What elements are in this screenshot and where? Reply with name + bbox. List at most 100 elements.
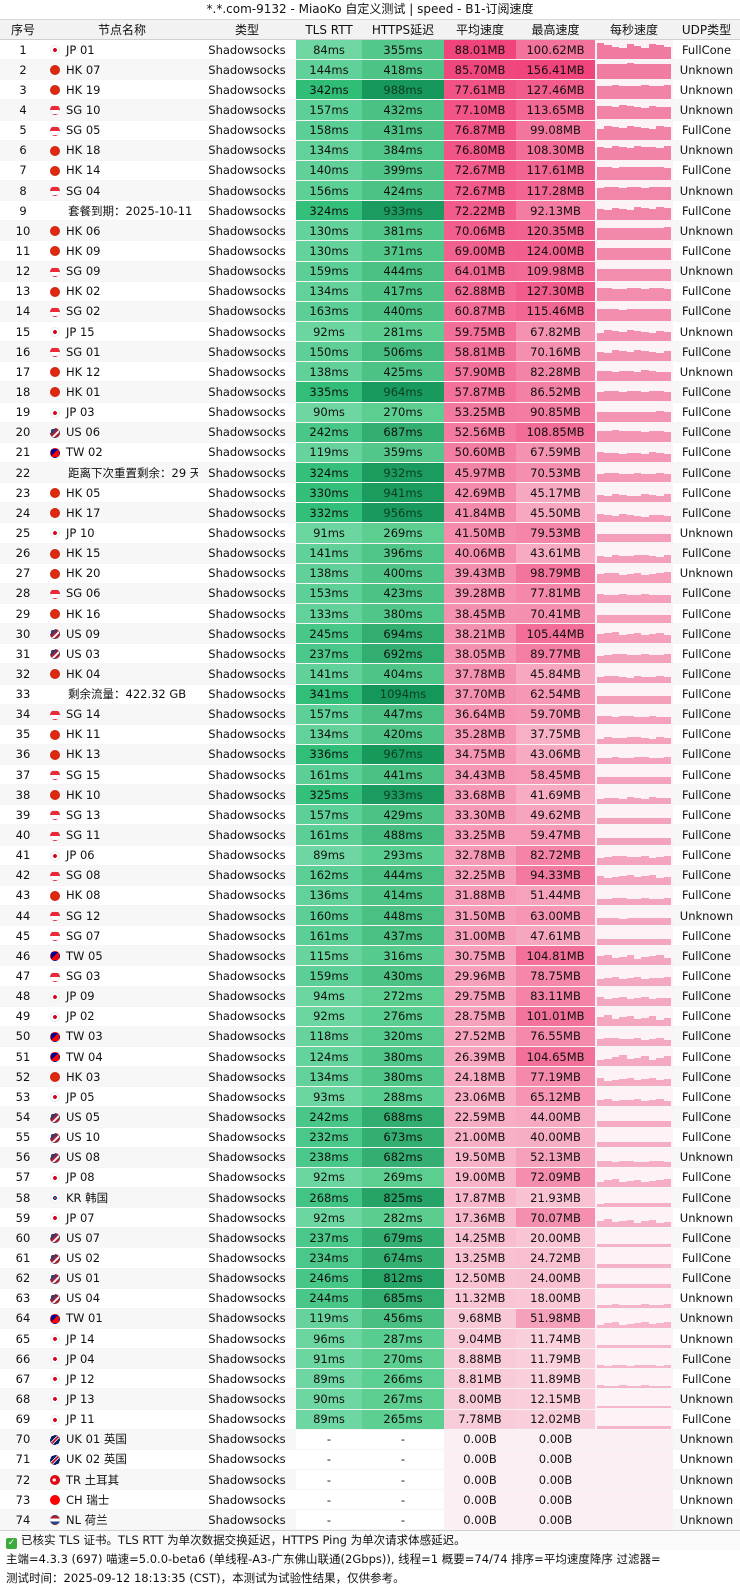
- node-name-text: UK 01 英国: [66, 1432, 127, 1447]
- table-row[interactable]: 63 US 04 Shadowsocks 244ms 685ms 11.32MB 18.00…: [0, 1288, 740, 1309]
- table-row[interactable]: 23 HK 05 Shadowsocks 330ms 941ms 42.69MB 45.17…: [0, 482, 740, 504]
- table-row[interactable]: 35 HK 11 Shadowsocks 134ms 420ms 35.28MB 37.75…: [0, 724, 740, 745]
- table-row[interactable]: 15 JP 15 Shadowsocks 92ms 281ms 59.75MB 67.82M…: [0, 321, 740, 343]
- header-per-second-speed[interactable]: 每秒速度: [595, 20, 673, 40]
- table-row[interactable]: 53 JP 05 Shadowsocks 93ms 288ms 23.06MB 65.12M…: [0, 1086, 740, 1108]
- header-udp-type[interactable]: UDP类型: [673, 20, 740, 40]
- table-row[interactable]: 73 CH 瑞士 Shadowsocks - -0.00B 0.00B Unknown: [0, 1489, 740, 1511]
- table-row[interactable]: 14 SG 02 Shadowsocks 163ms 440ms 60.87MB 115.4…: [0, 301, 740, 322]
- table-row[interactable]: 71 UK 02 英国 Shadowsocks - -0.00B 0.00B Unknown: [0, 1449, 740, 1470]
- table-row[interactable]: 56 US 08 Shadowsocks 238ms 682ms 19.50MB 52.13…: [0, 1147, 740, 1168]
- table-row[interactable]: 11 HK 09 Shadowsocks 130ms 371ms 69.00MB 124.0…: [0, 240, 740, 262]
- header-max-speed[interactable]: 最高速度: [516, 20, 595, 40]
- table-row[interactable]: 29 HK 16 Shadowsocks 133ms 380ms 38.45MB 70.41…: [0, 603, 740, 625]
- table-row[interactable]: 37 SG 15 Shadowsocks 161ms 441ms 34.43MB 58.45…: [0, 764, 740, 786]
- table-row[interactable]: 20 US 06 Shadowsocks 242ms 687ms 52.56MB 108.8…: [0, 422, 740, 443]
- table-row[interactable]: 31 US 03 Shadowsocks 237ms 692ms 38.05MB 89.77…: [0, 643, 740, 665]
- table-row[interactable]: 7 HK 14 Shadowsocks 140ms 399ms 72.67MB 117.61…: [0, 160, 740, 181]
- table-row[interactable]: 49 JP 02 Shadowsocks 92ms 276ms 28.75MB 101.01…: [0, 1006, 740, 1027]
- table-row[interactable]: 3 HK 19 Shadowsocks 342ms 988ms 77.61MB 127.46…: [0, 79, 740, 101]
- table-row[interactable]: 26 HK 15 Shadowsocks 141ms 396ms 40.06MB 43.61…: [0, 543, 740, 564]
- table-row[interactable]: 57 JP 08 Shadowsocks 92ms 269ms 19.00MB 72.09M…: [0, 1167, 740, 1189]
- header-tls-rtt[interactable]: TLS RTT: [296, 20, 362, 40]
- table-row[interactable]: 70 UK 01 英国 Shadowsocks - -0.00B 0.00B Unknown: [0, 1429, 740, 1450]
- table-row[interactable]: 27 HK 20 Shadowsocks 138ms 400ms 39.43MB 98.79…: [0, 563, 740, 584]
- cell-avg-speed: 12.50MB: [444, 1268, 516, 1289]
- table-row[interactable]: 13 HK 02 Shadowsocks 134ms 417ms 62.88MB 127.3…: [0, 281, 740, 302]
- sparkline-bar: [641, 431, 649, 442]
- table-row[interactable]: 17 HK 12 Shadowsocks 138ms 425ms 57.90MB 82.28…: [0, 361, 740, 383]
- table-row[interactable]: 55 US 10 Shadowsocks 232ms 673ms 21.00MB 40.00…: [0, 1127, 740, 1148]
- table-row[interactable]: 12 SG 09 Shadowsocks 159ms 444ms 64.01MB 109.9…: [0, 261, 740, 282]
- table-row[interactable]: 66 JP 04 Shadowsocks 91ms 270ms 8.88MB 11.79MB…: [0, 1348, 740, 1370]
- table-row[interactable]: 36 HK 13 Shadowsocks 336ms 967ms 34.75MB 43.06…: [0, 744, 740, 766]
- table-row[interactable]: 44 SG 12 Shadowsocks 160ms 448ms 31.50MB 63.00…: [0, 905, 740, 927]
- table-row[interactable]: 38 HK 10 Shadowsocks 325ms 933ms 33.68MB 41.69…: [0, 784, 740, 806]
- header-https-latency[interactable]: HTTPS延迟: [362, 20, 444, 40]
- sparkline-bar: [619, 996, 627, 1006]
- cell-https-latency: 400ms: [362, 563, 444, 584]
- table-row[interactable]: 22 距离下次重置剩余：29 天 Shadowsocks 324ms 932ms 45.9…: [0, 462, 740, 484]
- table-row[interactable]: 9 套餐到期：2025-10-11 Shadowsocks 324ms 933ms 72.…: [0, 200, 740, 222]
- table-row[interactable]: 72 TR 土耳其 Shadowsocks - -0.00B 0.00B Unknown: [0, 1469, 740, 1491]
- cell-node-name: US 08: [46, 1147, 198, 1168]
- table-row[interactable]: 52 HK 03 Shadowsocks 134ms 380ms 24.18MB 77.19…: [0, 1066, 740, 1088]
- table-row[interactable]: 67 JP 12 Shadowsocks 89ms 266ms 8.81MB 11.89MB…: [0, 1368, 740, 1390]
- table-row[interactable]: 74 NL 荷兰 Shadowsocks - -0.00B 0.00B Unknown: [0, 1509, 740, 1531]
- cell-https-latency: 437ms: [362, 925, 444, 947]
- table-row[interactable]: 45 SG 07 Shadowsocks 161ms 437ms 31.00MB 47.61…: [0, 925, 740, 947]
- table-row[interactable]: 1 JP 01 Shadowsocks 84ms 355ms 88.01MB 100.62M…: [0, 39, 740, 61]
- table-row[interactable]: 64 TW 01 Shadowsocks 119ms 456ms 9.68MB 51.98M…: [0, 1308, 740, 1330]
- table-row[interactable]: 65 JP 14 Shadowsocks 96ms 287ms 9.04MB 11.74MB…: [0, 1328, 740, 1350]
- table-row[interactable]: 30 US 09 Shadowsocks 245ms 694ms 38.21MB 105.4…: [0, 623, 740, 645]
- table-row[interactable]: 68 JP 13 Shadowsocks 90ms 267ms 8.00MB 12.15MB…: [0, 1388, 740, 1410]
- sparkline-bar: [619, 1385, 627, 1388]
- cell-node-name: HK 10: [46, 784, 198, 806]
- table-row[interactable]: 51 TW 04 Shadowsocks 124ms 380ms 26.39MB 104.6…: [0, 1046, 740, 1068]
- sparkline-bar: [648, 857, 657, 865]
- table-row[interactable]: 40 SG 11 Shadowsocks 161ms 488ms 33.25MB 59.47…: [0, 824, 740, 846]
- header-index[interactable]: 序号: [0, 20, 46, 40]
- table-row[interactable]: 34 SG 14 Shadowsocks 157ms 447ms 36.64MB 59.70…: [0, 704, 740, 725]
- table-row[interactable]: 39 SG 13 Shadowsocks 157ms 429ms 33.30MB 49.62…: [0, 804, 740, 826]
- header-avg-speed[interactable]: 平均速度: [444, 20, 516, 40]
- sparkline-bar: [619, 431, 627, 442]
- header-node-name[interactable]: 节点名称: [46, 20, 198, 40]
- table-row[interactable]: 21 TW 02 Shadowsocks 119ms 359ms 50.60MB 67.59…: [0, 442, 740, 463]
- table-row[interactable]: 47 SG 03 Shadowsocks 159ms 430ms 29.96MB 78.75…: [0, 965, 740, 987]
- cell-type: Shadowsocks: [198, 885, 296, 907]
- table-row[interactable]: 33 剩余流量：422.32 GB Shadowsocks 341ms 1094ms 37…: [0, 684, 740, 705]
- table-row[interactable]: 54 US 05 Shadowsocks 242ms 688ms 22.59MB 44.00…: [0, 1106, 740, 1128]
- table-row[interactable]: 19 JP 03 Shadowsocks 90ms 270ms 53.25MB 90.85M…: [0, 402, 740, 423]
- flag-hk-icon: [50, 246, 60, 257]
- header-type[interactable]: 类型: [198, 20, 296, 40]
- table-row[interactable]: 24 HK 17 Shadowsocks 332ms 956ms 41.84MB 45.50…: [0, 502, 740, 524]
- table-row[interactable]: 25 JP 10 Shadowsocks 91ms 269ms 41.50MB 79.53M…: [0, 522, 740, 544]
- cell-avg-speed: 31.50MB: [444, 905, 516, 927]
- table-row[interactable]: 6 HK 18 Shadowsocks 134ms 384ms 76.80MB 108.30…: [0, 140, 740, 161]
- table-row[interactable]: 8 SG 04 Shadowsocks 156ms 424ms 72.67MB 117.28…: [0, 180, 740, 202]
- table-row[interactable]: 16 SG 01 Shadowsocks 150ms 506ms 58.81MB 70.16…: [0, 341, 740, 363]
- table-row[interactable]: 62 US 01 Shadowsocks 246ms 812ms 12.50MB 24.00…: [0, 1268, 740, 1289]
- table-row[interactable]: 60 US 07 Shadowsocks 237ms 679ms 14.25MB 20.00…: [0, 1227, 740, 1249]
- table-row[interactable]: 59 JP 07 Shadowsocks 92ms 282ms 17.36MB 70.07M…: [0, 1207, 740, 1229]
- table-row[interactable]: 10 HK 06 Shadowsocks 130ms 381ms 70.06MB 120.3…: [0, 220, 740, 242]
- table-row[interactable]: 48 JP 09 Shadowsocks 94ms 272ms 29.75MB 83.11M…: [0, 986, 740, 1007]
- cell-tls-rtt: 157ms: [296, 99, 362, 121]
- table-row[interactable]: 69 JP 11 Shadowsocks 89ms 265ms 7.78MB 12.02MB…: [0, 1409, 740, 1430]
- table-row[interactable]: 46 TW 05 Shadowsocks 115ms 316ms 30.75MB 104.8…: [0, 945, 740, 967]
- table-row[interactable]: 58 KR 韩国 Shadowsocks 268ms 825ms 17.87MB 21.93…: [0, 1187, 740, 1209]
- table-row[interactable]: 4 SG 10 Shadowsocks 157ms 432ms 77.10MB 113.65…: [0, 99, 740, 121]
- table-row[interactable]: 61 US 02 Shadowsocks 234ms 674ms 13.25MB 24.72…: [0, 1247, 740, 1269]
- table-row[interactable]: 41 JP 06 Shadowsocks 89ms 293ms 32.78MB 82.72M…: [0, 845, 740, 866]
- cell-https-latency: 270ms: [362, 1348, 444, 1370]
- table-row[interactable]: 32 HK 04 Shadowsocks 141ms 404ms 37.78MB 45.84…: [0, 663, 740, 685]
- table-row[interactable]: 43 HK 08 Shadowsocks 136ms 414ms 31.88MB 51.44…: [0, 885, 740, 907]
- table-row[interactable]: 18 HK 01 Shadowsocks 335ms 964ms 57.87MB 86.52…: [0, 381, 740, 403]
- table-row[interactable]: 50 TW 03 Shadowsocks 118ms 320ms 27.52MB 76.55…: [0, 1026, 740, 1048]
- table-row[interactable]: 2 HK 07 Shadowsocks 144ms 418ms 85.70MB 156.41…: [0, 59, 740, 81]
- table-row[interactable]: 5 SG 05 Shadowsocks 158ms 431ms 76.87MB 99.08M…: [0, 120, 740, 141]
- table-row[interactable]: 42 SG 08 Shadowsocks 162ms 444ms 32.25MB 94.33…: [0, 865, 740, 886]
- cell-type: Shadowsocks: [198, 1046, 296, 1068]
- table-row[interactable]: 28 SG 06 Shadowsocks 153ms 423ms 39.28MB 77.81…: [0, 583, 740, 604]
